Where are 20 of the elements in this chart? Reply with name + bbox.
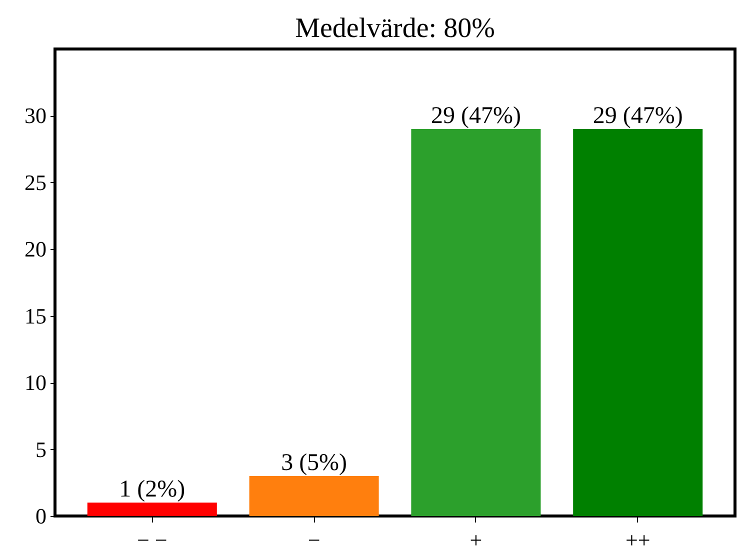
chart-title: Medelvärde: 80% <box>295 13 495 44</box>
data-label: 29 (47%) <box>430 103 521 130</box>
y-tick-label: 5 <box>36 436 46 462</box>
x-tick-label: − <box>308 528 320 551</box>
y-tick-label: 30 <box>24 103 46 128</box>
bar <box>411 129 541 516</box>
x-tick-label: + <box>470 528 482 551</box>
x-tick-label: − − <box>136 528 168 551</box>
y-tick-label: 10 <box>24 370 46 396</box>
data-label: 3 (5%) <box>281 450 348 476</box>
bar <box>573 129 703 516</box>
bar <box>87 502 217 516</box>
y-tick-label: 25 <box>24 170 46 195</box>
x-tick-label: ++ <box>625 528 650 551</box>
y-tick-label: 20 <box>24 236 46 262</box>
data-label: 1 (2%) <box>119 476 186 503</box>
y-tick-label: 0 <box>36 504 46 528</box>
data-label: 29 (47%) <box>592 103 683 130</box>
y-tick-label: 15 <box>24 303 46 328</box>
bar <box>249 476 379 516</box>
